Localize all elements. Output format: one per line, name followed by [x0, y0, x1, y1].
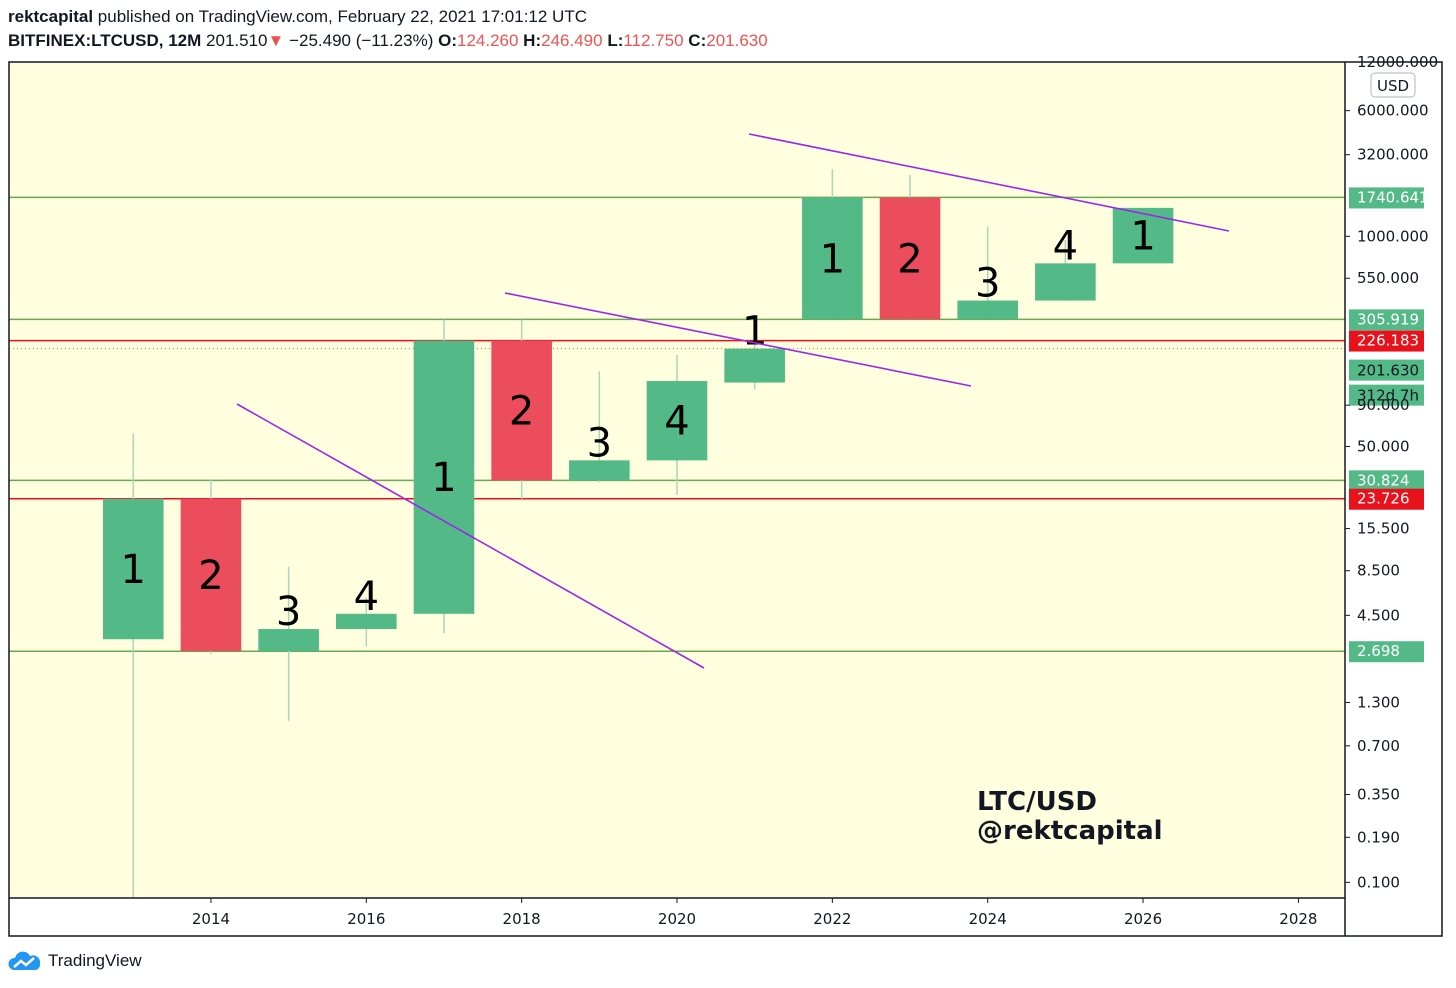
- cycle-number-label: 1: [1130, 214, 1155, 260]
- last-price-label: 201.630: [1357, 362, 1419, 380]
- last-price: 201.510: [206, 31, 268, 50]
- level-price-tag: [1349, 470, 1424, 492]
- cycle-number-label: 4: [1053, 223, 1078, 269]
- level-price-label: 305.919: [1357, 310, 1419, 328]
- candle-body: [646, 381, 708, 461]
- x-tick-label: 2014: [192, 910, 230, 928]
- y-tick-label: 3200.000: [1357, 146, 1429, 164]
- candle-body: [413, 340, 475, 614]
- y-tick-label: 1.300: [1357, 693, 1400, 711]
- countdown-tag: [1349, 384, 1424, 406]
- trendline: [748, 133, 1230, 232]
- y-tick-label: 15.500: [1357, 520, 1410, 538]
- x-tick-label: 2016: [347, 910, 385, 928]
- candle-body: [491, 340, 552, 481]
- cycle-number-label: 1: [121, 547, 146, 593]
- x-tick-label: 2018: [503, 910, 541, 928]
- y-tick-label: 0.100: [1357, 873, 1400, 891]
- tradingview-brand: TradingView: [48, 951, 142, 970]
- annotation-pair: LTC/USD: [977, 787, 1097, 817]
- cycle-number-label: 1: [820, 236, 845, 282]
- countdown-label: 312d 7h: [1357, 387, 1419, 405]
- cycle-number-label: 3: [276, 589, 301, 635]
- candle-body: [1035, 263, 1096, 301]
- y-tick-label: 550.000: [1357, 269, 1419, 287]
- close-label: C:: [688, 31, 707, 50]
- candle-body: [957, 300, 1018, 320]
- y-tick-label: 8.500: [1357, 562, 1400, 580]
- x-tick-label: 2024: [969, 910, 1007, 928]
- y-tick-label: 50.000: [1357, 437, 1410, 455]
- close-value: 201.630: [706, 31, 768, 50]
- open-value: 124.260: [456, 31, 519, 50]
- annotation-handle: @rektcapital: [977, 816, 1163, 846]
- level-price-label: 23.726: [1357, 490, 1410, 508]
- x-tick-label: 2022: [813, 910, 851, 928]
- level-price-tag: [1349, 330, 1424, 352]
- publish-info: rektcapital published on TradingView.com…: [8, 7, 587, 27]
- trendline: [504, 292, 972, 387]
- candle-body: [724, 348, 785, 383]
- cycle-number-label: 4: [354, 574, 379, 620]
- level-price-label: 30.824: [1357, 471, 1410, 489]
- cycle-number-label: 3: [587, 420, 612, 466]
- x-tick-label: 2020: [658, 910, 696, 928]
- y-tick-label: 0.700: [1357, 737, 1400, 755]
- y-tick-label: 4.500: [1357, 606, 1400, 624]
- low-value: 112.750: [623, 31, 684, 50]
- level-price-tag: [1349, 488, 1424, 510]
- candle-body: [879, 197, 941, 320]
- high-label: H:: [523, 31, 542, 50]
- candle-body: [336, 613, 397, 630]
- cycle-number-label: 1: [431, 455, 456, 501]
- symbol-label: BITFINEX:LTCUSD, 12M: [8, 31, 202, 50]
- cycle-number-label: 3: [975, 261, 1000, 307]
- tradingview-logo[interactable]: TradingView: [8, 950, 142, 972]
- cycle-number-label: 4: [664, 399, 689, 445]
- time-axis-area: [9, 898, 1345, 936]
- level-price-label: 2.698: [1357, 642, 1400, 660]
- tradingview-cloud-icon: [8, 951, 41, 970]
- currency-badge: [1370, 72, 1416, 98]
- down-arrow-icon: ▼: [267, 31, 285, 50]
- publish-text: published on TradingView.com, February 2…: [97, 7, 587, 26]
- candle-body: [180, 498, 242, 652]
- trendline: [236, 403, 705, 669]
- level-price-tag: [1349, 309, 1424, 331]
- level-price-tag: [1349, 641, 1424, 663]
- y-tick-label: 0.190: [1357, 828, 1400, 846]
- high-value: 246.490: [541, 31, 603, 50]
- low-label: L:: [607, 31, 624, 50]
- chart-frame: [8, 61, 1443, 937]
- y-tick-label: 90.000: [1357, 396, 1410, 414]
- level-price-label: 1740.641: [1357, 188, 1429, 206]
- cycle-number-label: 2: [897, 236, 922, 282]
- price-change: −25.490 (−11.23%): [289, 31, 434, 50]
- y-tick-label: 6000.000: [1357, 102, 1429, 120]
- cycle-number-label: 1: [742, 309, 767, 355]
- last-price-tag: [1349, 359, 1424, 381]
- level-price-label: 226.183: [1357, 332, 1419, 350]
- author-name[interactable]: rektcapital: [8, 7, 94, 26]
- candle-body: [802, 197, 863, 320]
- cycle-number-label: 2: [198, 553, 223, 599]
- symbol-ohlc-bar: BITFINEX:LTCUSD, 12M 201.510▼ −25.490 (−…: [8, 31, 768, 51]
- x-tick-label: 2028: [1279, 910, 1317, 928]
- candle-body: [569, 460, 630, 481]
- currency-badge-label: USD: [1377, 77, 1409, 95]
- y-tick-label: 0.350: [1357, 785, 1400, 803]
- x-tick-label: 2026: [1124, 910, 1162, 928]
- level-price-tag: [1349, 187, 1424, 209]
- cycle-number-label: 2: [509, 389, 534, 435]
- candle-body: [102, 498, 164, 640]
- y-tick-label: 1000.000: [1357, 227, 1429, 245]
- candle-body: [258, 629, 319, 652]
- open-label: O:: [438, 31, 457, 50]
